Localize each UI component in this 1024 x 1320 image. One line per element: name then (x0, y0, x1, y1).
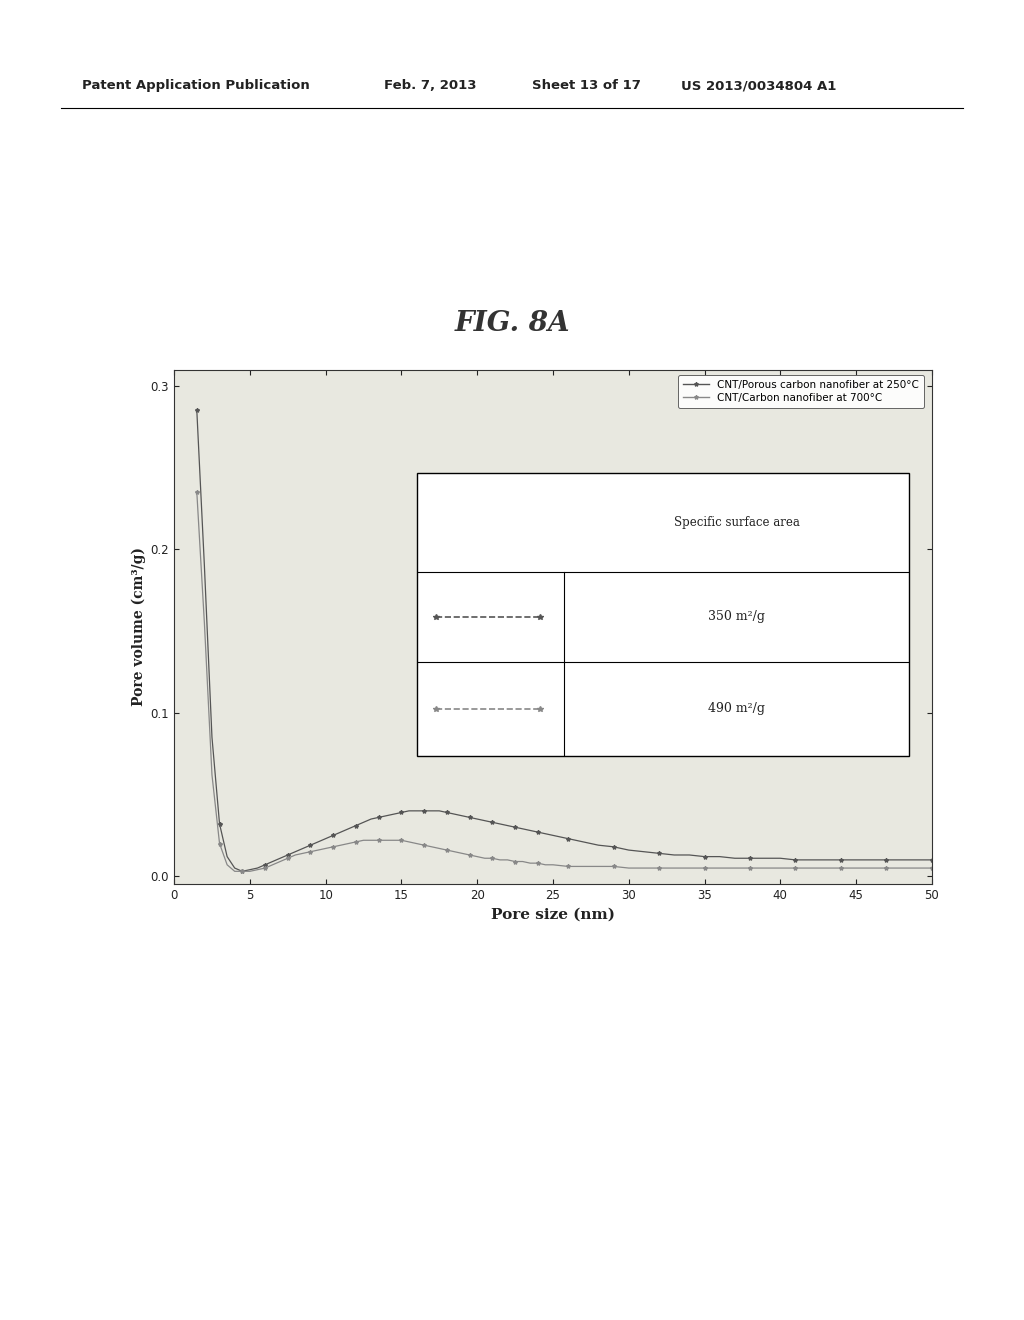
Legend: CNT/Porous carbon nanofiber at 250°C, CNT/Carbon nanofiber at 700°C: CNT/Porous carbon nanofiber at 250°C, CN… (678, 375, 925, 408)
Text: US 2013/0034804 A1: US 2013/0034804 A1 (681, 79, 837, 92)
Y-axis label: Pore volume (cm³/g): Pore volume (cm³/g) (132, 548, 146, 706)
Text: Sheet 13 of 17: Sheet 13 of 17 (532, 79, 641, 92)
Text: Patent Application Publication: Patent Application Publication (82, 79, 309, 92)
X-axis label: Pore size (nm): Pore size (nm) (490, 908, 615, 921)
Text: FIG. 8A: FIG. 8A (455, 310, 569, 337)
Text: Feb. 7, 2013: Feb. 7, 2013 (384, 79, 476, 92)
